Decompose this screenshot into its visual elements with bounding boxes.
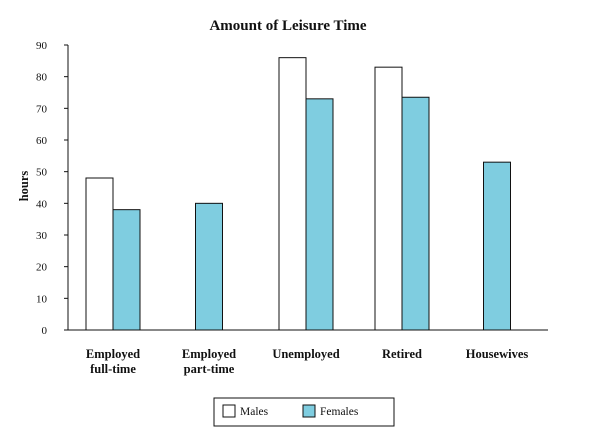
bar-females xyxy=(401,96,430,331)
x-category-label: Unemployed xyxy=(272,347,339,361)
y-tick-label: 80 xyxy=(36,72,48,84)
y-tick-label: 50 xyxy=(36,167,48,179)
y-tick-label: 30 xyxy=(36,230,48,242)
y-tick-label: 10 xyxy=(36,293,48,305)
y-axis-title: hours xyxy=(17,171,31,202)
bar-males xyxy=(85,177,114,331)
legend-swatch-males xyxy=(222,404,236,418)
y-tick-label: 20 xyxy=(36,262,48,274)
y-axis-ticks: 0 10 20 30 40 50 60 70 80 90 xyxy=(36,40,68,337)
x-category-label-line: Unemployed xyxy=(272,347,339,361)
x-category-label: Employed part-time xyxy=(182,347,236,376)
bar-females xyxy=(195,202,223,331)
legend: Males Females xyxy=(213,397,395,427)
bar-series xyxy=(85,57,511,331)
bar-females xyxy=(112,209,141,331)
x-category-label-line: Employed xyxy=(86,347,140,361)
y-tick-label: 40 xyxy=(36,198,48,210)
x-category-label-line: part-time xyxy=(184,362,235,376)
chart-title: Amount of Leisure Time xyxy=(209,18,366,34)
bar-males xyxy=(278,57,307,331)
y-tick-label: 70 xyxy=(36,103,48,115)
y-tick-label: 60 xyxy=(36,135,48,147)
x-category-label: Retired xyxy=(382,347,422,361)
y-tick-label: 90 xyxy=(36,40,48,52)
y-tick-label: 0 xyxy=(42,325,48,337)
legend-label-females: Females xyxy=(320,406,359,418)
x-category-label-line: Housewives xyxy=(466,347,529,361)
bar-females xyxy=(483,161,511,331)
bar-males xyxy=(374,66,403,331)
legend-label-males: Males xyxy=(240,406,269,418)
x-category-label-line: full-time xyxy=(90,362,136,376)
legend-swatch-females xyxy=(302,404,316,418)
x-category-label-line: Retired xyxy=(382,347,422,361)
x-category-label: Housewives xyxy=(466,347,529,361)
bar-females xyxy=(305,98,334,331)
x-category-label-line: Employed xyxy=(182,347,236,361)
x-category-label: Employed full-time xyxy=(86,347,140,376)
